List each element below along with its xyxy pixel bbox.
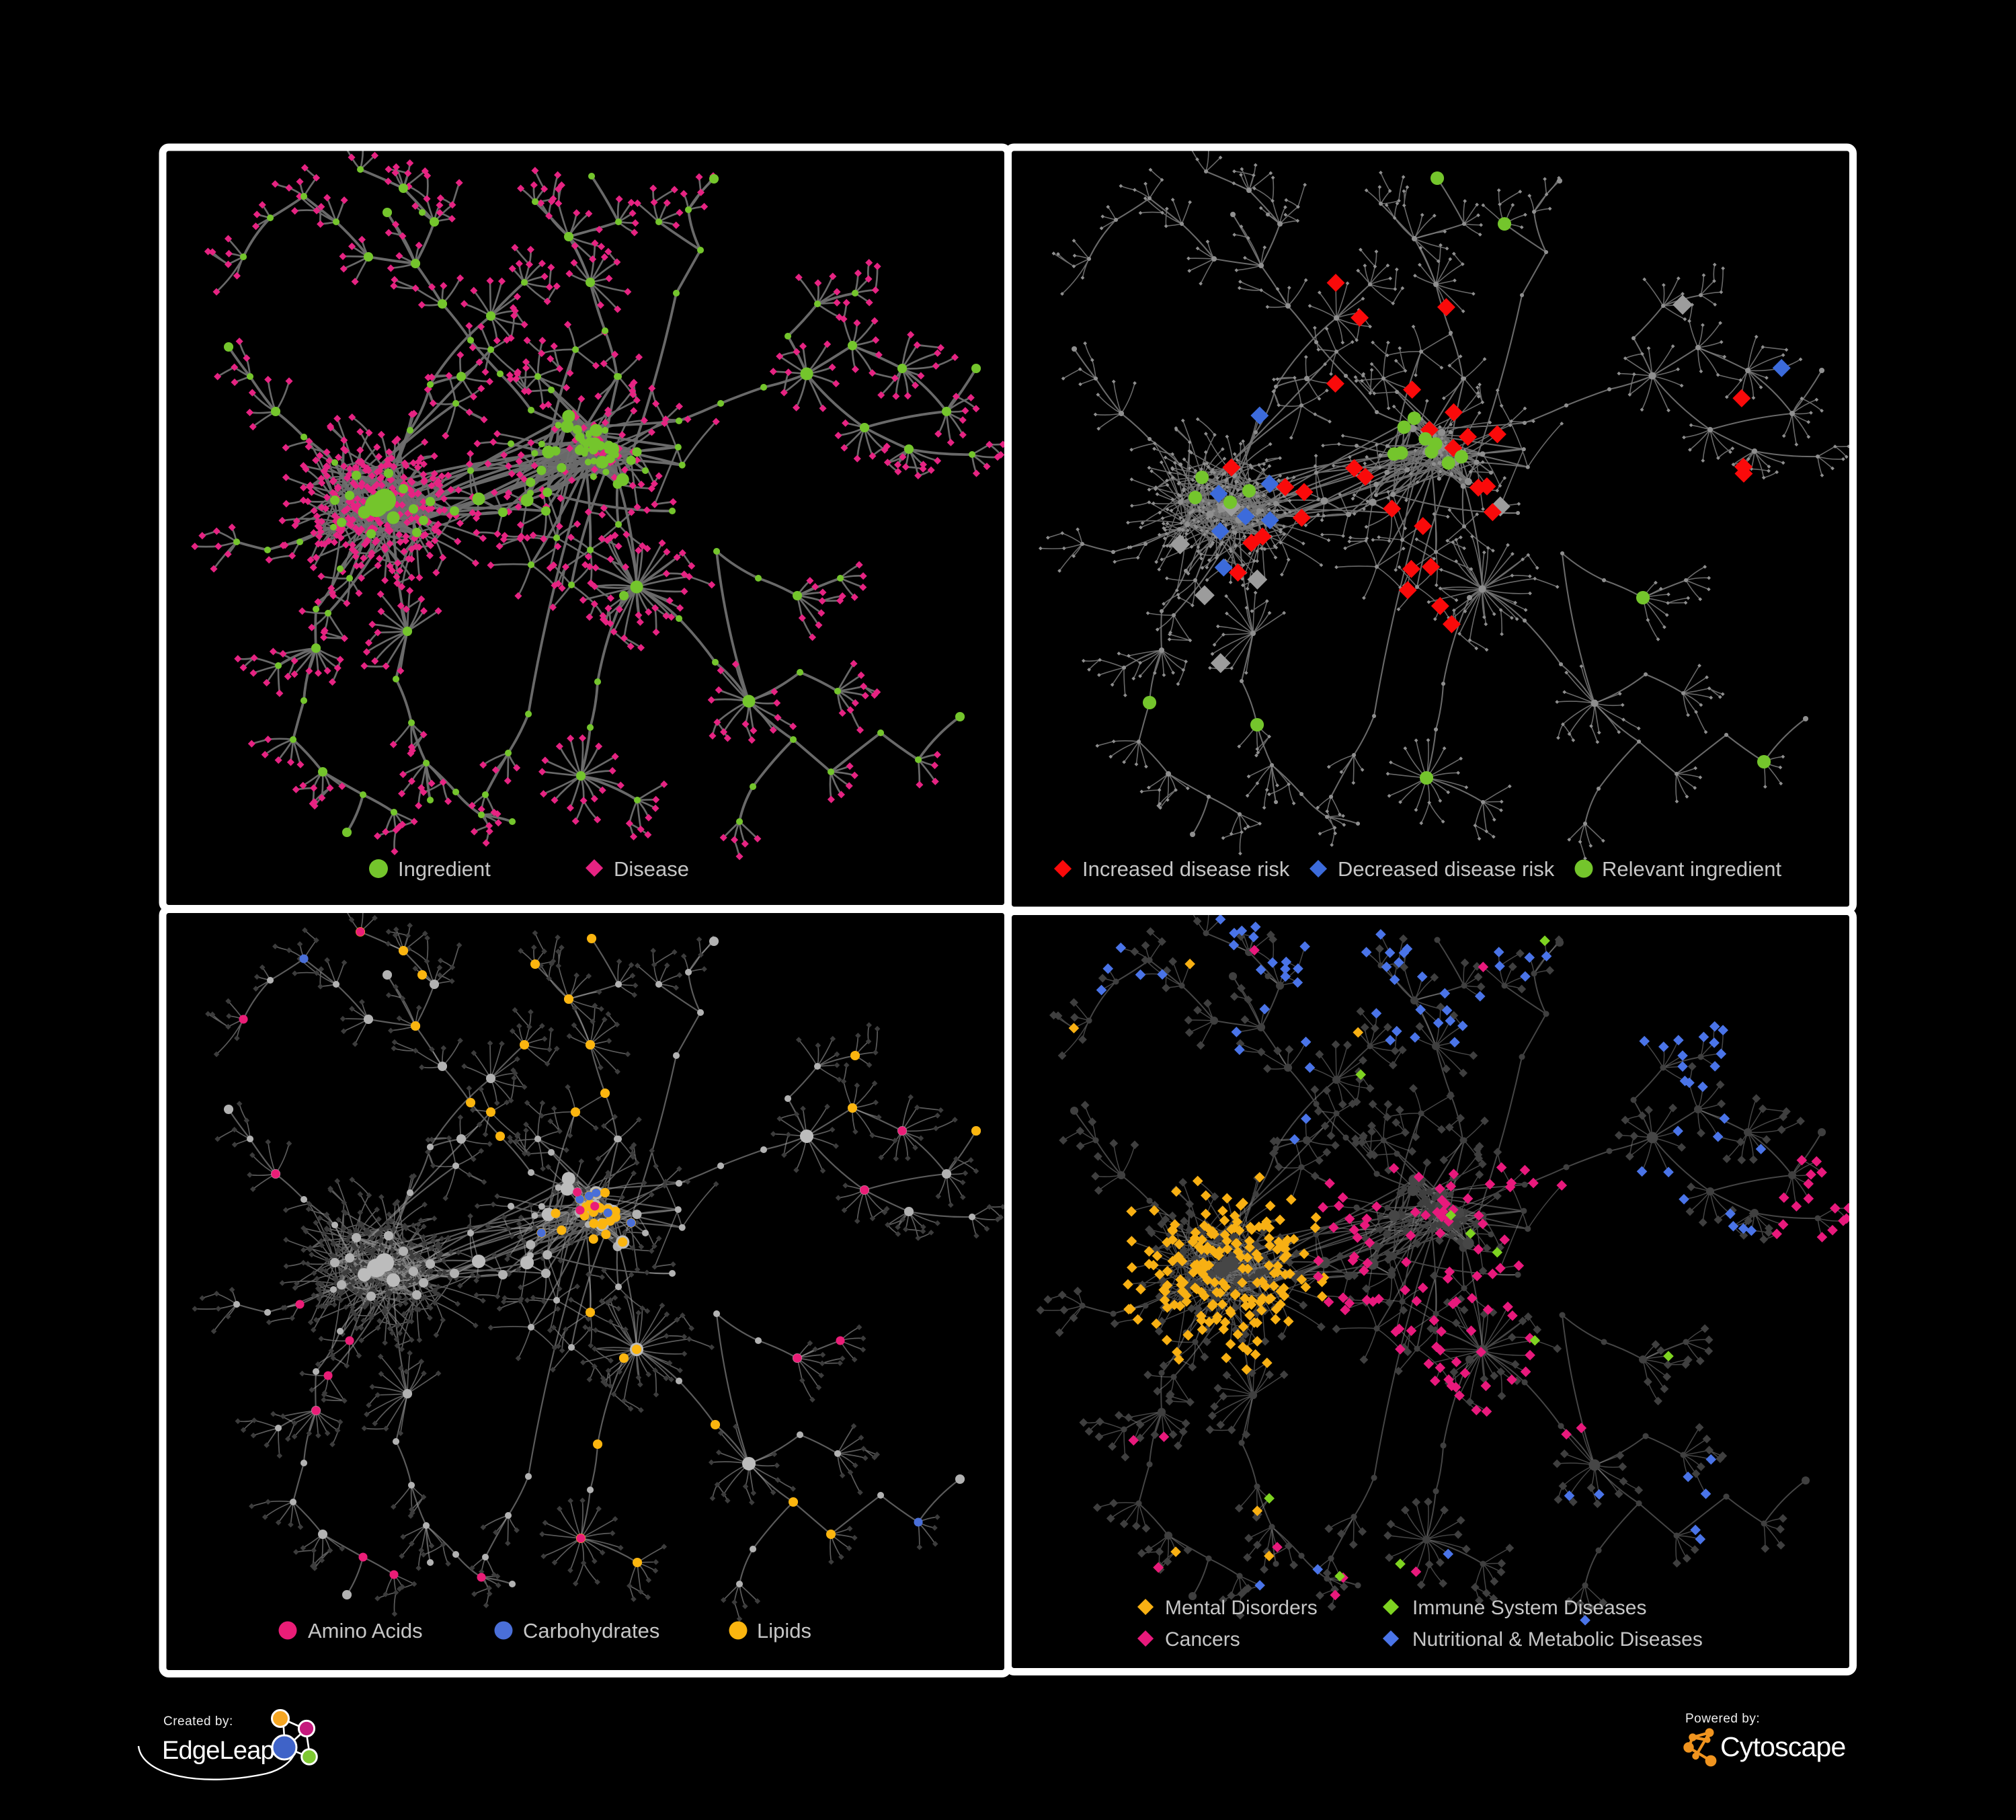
svg-text:Decreased disease risk: Decreased disease risk (1338, 857, 1555, 881)
svg-text:Amino Acids: Amino Acids (308, 1619, 423, 1643)
svg-text:Increased disease risk: Increased disease risk (1082, 857, 1290, 881)
svg-text:Carbohydrates: Carbohydrates (523, 1619, 659, 1643)
svg-text:Created by:: Created by: (163, 1714, 233, 1729)
svg-text:Powered by:: Powered by: (1685, 1712, 1760, 1726)
svg-text:Relevant ingredient: Relevant ingredient (1602, 857, 1782, 881)
svg-text:Disease: Disease (614, 857, 689, 881)
svg-text:Cytoscape: Cytoscape (1720, 1731, 1846, 1762)
svg-text:Lipids: Lipids (757, 1619, 811, 1643)
svg-text:Immune System Diseases: Immune System Diseases (1412, 1597, 1646, 1619)
svg-text:EdgeLeap: EdgeLeap (162, 1737, 274, 1765)
svg-text:Nutritional & Metabolic Diseas: Nutritional & Metabolic Diseases (1412, 1628, 1703, 1651)
svg-text:Mental Disorders: Mental Disorders (1165, 1597, 1318, 1619)
svg-text:Ingredient: Ingredient (398, 857, 491, 881)
svg-text:Cancers: Cancers (1165, 1628, 1240, 1651)
